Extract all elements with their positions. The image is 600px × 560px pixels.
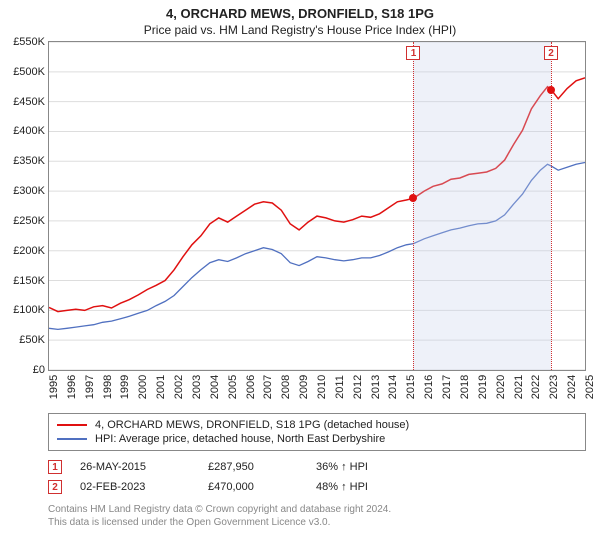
x-tick-label: 2020: [495, 375, 507, 399]
y-tick-label: £300K: [13, 185, 45, 197]
y-tick-label: £500K: [13, 66, 45, 78]
y-tick-label: £150K: [13, 275, 45, 287]
x-tick-label: 2019: [477, 375, 489, 399]
page-subtitle: Price paid vs. HM Land Registry's House …: [0, 21, 600, 41]
y-tick-label: £200K: [13, 245, 45, 257]
legend-swatch: [57, 438, 87, 440]
x-tick-label: 2001: [155, 375, 167, 399]
x-tick-label: 1996: [66, 375, 78, 399]
x-tick-label: 2004: [209, 375, 221, 399]
legend-row: 4, ORCHARD MEWS, DRONFIELD, S18 1PG (det…: [57, 418, 577, 432]
x-tick-label: 1997: [84, 375, 96, 399]
x-tick-label: 2007: [262, 375, 274, 399]
y-tick-label: £550K: [13, 36, 45, 48]
chart-marker: [547, 86, 555, 94]
x-tick-label: 2023: [548, 375, 560, 399]
datapoint-date: 26-MAY-2015: [80, 461, 190, 473]
footer-line: This data is licensed under the Open Gov…: [48, 516, 586, 529]
legend-label: 4, ORCHARD MEWS, DRONFIELD, S18 1PG (det…: [95, 419, 409, 431]
x-tick-label: 2008: [280, 375, 292, 399]
x-tick-label: 2025: [584, 375, 596, 399]
legend-row: HPI: Average price, detached house, Nort…: [57, 432, 577, 446]
chart-x-axis: 1995 1996 1997 1998 1999 2000 2001 2002 2003 2004…: [48, 371, 586, 409]
chart-flag: 2: [544, 46, 558, 60]
x-tick-label: 2009: [298, 375, 310, 399]
chart-marker: [409, 194, 417, 202]
x-tick-label: 2012: [352, 375, 364, 399]
datapoint-row: 1 26-MAY-2015 £287,950 36% ↑ HPI: [48, 457, 586, 477]
legend-swatch: [57, 424, 87, 426]
datapoint-price: £287,950: [208, 461, 298, 473]
chart-flag: 1: [406, 46, 420, 60]
y-tick-label: £450K: [13, 96, 45, 108]
x-tick-label: 2016: [423, 375, 435, 399]
y-tick-label: £0: [33, 364, 45, 376]
x-tick-label: 2000: [137, 375, 149, 399]
x-tick-label: 2014: [387, 375, 399, 399]
x-tick-label: 2018: [459, 375, 471, 399]
x-tick-label: 2010: [316, 375, 328, 399]
datapoint-date: 02-FEB-2023: [80, 481, 190, 493]
x-tick-label: 2015: [405, 375, 417, 399]
x-tick-label: 2006: [245, 375, 257, 399]
data-points-list: 1 26-MAY-2015 £287,950 36% ↑ HPI 2 02-FEB-202…: [48, 457, 586, 497]
footer-attribution: Contains HM Land Registry data © Crown c…: [48, 503, 586, 529]
chart-vline: [413, 42, 414, 370]
y-tick-label: £250K: [13, 215, 45, 227]
chart-plot-area: £0£50K£100K£150K£200K£250K£300K£350K£400…: [48, 41, 586, 371]
x-tick-label: 2024: [566, 375, 578, 399]
chart-shaded-range: [413, 42, 551, 370]
y-tick-label: £50K: [19, 334, 45, 346]
datapoint-flag: 1: [48, 460, 62, 474]
x-tick-label: 2002: [173, 375, 185, 399]
datapoint-flag: 2: [48, 480, 62, 494]
x-tick-label: 2017: [441, 375, 453, 399]
y-tick-label: £100K: [13, 304, 45, 316]
datapoint-price: £470,000: [208, 481, 298, 493]
datapoint-row: 2 02-FEB-2023 £470,000 48% ↑ HPI: [48, 477, 586, 497]
chart-legend: 4, ORCHARD MEWS, DRONFIELD, S18 1PG (det…: [48, 413, 586, 451]
x-tick-label: 2022: [530, 375, 542, 399]
footer-line: Contains HM Land Registry data © Crown c…: [48, 503, 586, 516]
x-tick-label: 1998: [102, 375, 114, 399]
page-title: 4, ORCHARD MEWS, DRONFIELD, S18 1PG: [0, 0, 600, 21]
x-tick-label: 1995: [48, 375, 60, 399]
x-tick-label: 2011: [334, 375, 346, 399]
datapoint-delta: 48% ↑ HPI: [316, 481, 368, 493]
y-tick-label: £400K: [13, 125, 45, 137]
legend-label: HPI: Average price, detached house, Nort…: [95, 433, 385, 445]
x-tick-label: 2021: [513, 375, 525, 399]
x-tick-label: 2003: [191, 375, 203, 399]
y-tick-label: £350K: [13, 155, 45, 167]
datapoint-delta: 36% ↑ HPI: [316, 461, 368, 473]
x-tick-label: 1999: [119, 375, 131, 399]
x-tick-label: 2013: [370, 375, 382, 399]
x-tick-label: 2005: [227, 375, 239, 399]
